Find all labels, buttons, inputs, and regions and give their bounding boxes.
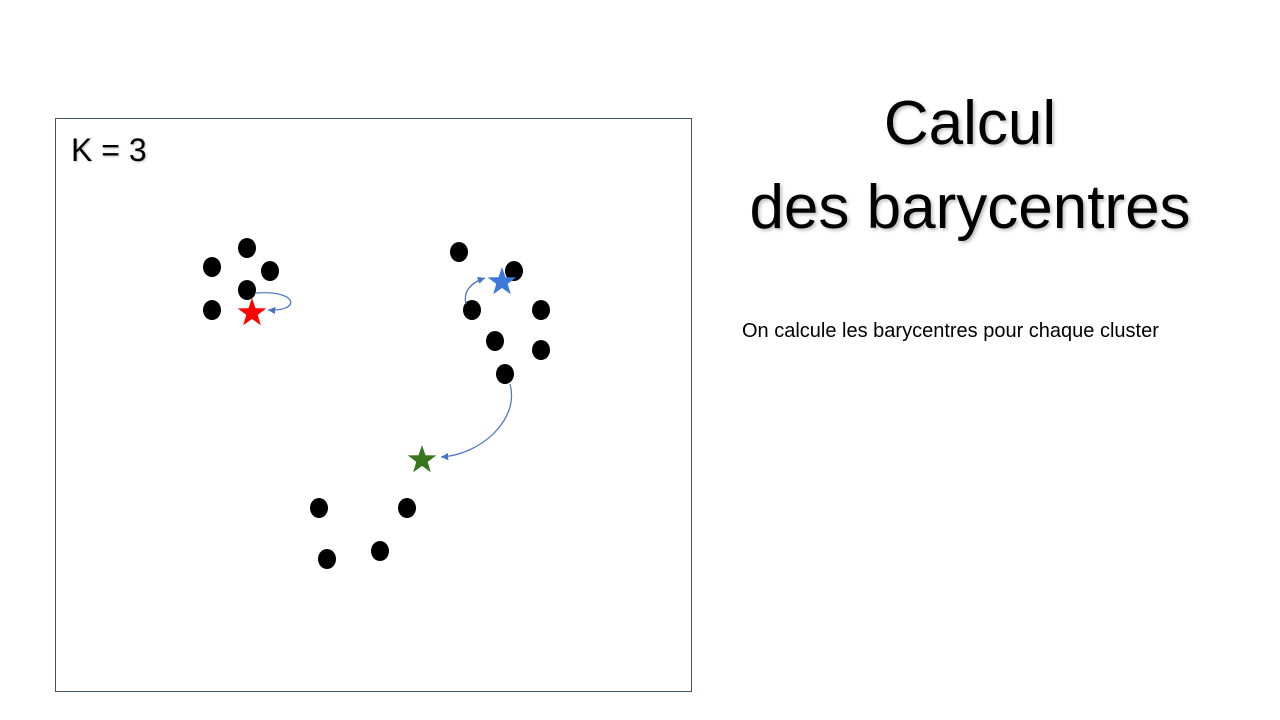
slide-title: Calcul des barycentres <box>700 82 1240 250</box>
data-point <box>496 364 514 384</box>
move-arrow-blue <box>464 276 486 305</box>
data-point <box>238 280 256 300</box>
data-point <box>238 238 256 258</box>
data-point <box>463 300 481 320</box>
data-point <box>486 331 504 351</box>
k-label: K = 3 <box>71 132 147 168</box>
data-point <box>532 300 550 320</box>
centroid-star-green <box>407 445 437 473</box>
data-point <box>505 261 523 281</box>
move-arrow-red <box>255 292 292 315</box>
data-point <box>450 242 468 262</box>
data-point <box>203 300 221 320</box>
data-point <box>532 340 550 360</box>
title-line-1: Calcul <box>883 89 1057 158</box>
data-point <box>318 549 336 569</box>
data-point <box>371 541 389 561</box>
centroid-star-blue <box>487 267 517 295</box>
data-point <box>310 498 328 518</box>
description-text: On calcule les barycentres pour chaque c… <box>742 320 1159 342</box>
data-point <box>203 257 221 277</box>
plot-frame <box>55 118 692 692</box>
data-point <box>261 261 279 281</box>
title-line-2: des barycentres <box>749 173 1191 242</box>
data-point <box>398 498 416 518</box>
move-arrow-green <box>440 383 513 461</box>
centroid-star-red <box>237 298 267 326</box>
